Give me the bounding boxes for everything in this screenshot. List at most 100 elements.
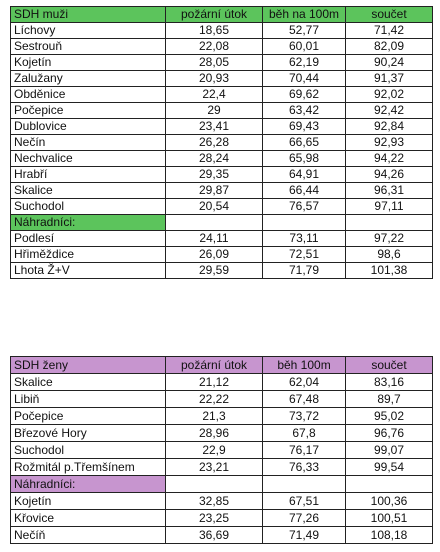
number-cell: 24,11 (165, 230, 263, 247)
substitutes-label: Náhradníci: (10, 475, 166, 493)
data-row: Březové Hory 28,96 67,8 96,76 (10, 424, 433, 442)
name-cell: Líchovy (10, 22, 166, 39)
number-cell: 76,17 (262, 441, 346, 459)
header-row: SDH ženy požární útok běh 100m součet (10, 356, 433, 374)
name-cell: Dublovice (10, 118, 166, 135)
number-cell: 71,79 (262, 262, 346, 279)
name-cell: Zalužany (10, 70, 166, 87)
number-cell: 89,7 (345, 390, 433, 408)
number-cell: 66,65 (262, 134, 346, 151)
empty-cell (262, 214, 346, 231)
number-cell: běh 100m (262, 356, 346, 374)
number-cell: 62,19 (262, 54, 346, 71)
name-cell: Suchodol (10, 441, 166, 459)
number-cell: 22,08 (165, 38, 263, 55)
number-cell: 92,02 (345, 86, 433, 103)
name-cell: Obděnice (10, 86, 166, 103)
number-cell: 94,22 (345, 150, 433, 167)
substitutes-row: Náhradníci: (10, 214, 433, 231)
number-cell: 26,09 (165, 246, 263, 263)
name-cell: Podlesí (10, 230, 166, 247)
number-cell: 23,41 (165, 118, 263, 135)
number-cell: 72,51 (262, 246, 346, 263)
number-cell: 98,6 (345, 246, 433, 263)
name-cell: Počepice (10, 102, 166, 119)
data-row: Nechvalice 28,24 65,98 94,22 (10, 150, 433, 167)
empty-cell (165, 475, 263, 493)
data-row: Zalužany 20,93 70,44 91,37 (10, 70, 433, 87)
number-cell: 63,42 (262, 102, 346, 119)
name-cell: Lhota Ž+V (10, 262, 166, 279)
data-row: Libiň 22,22 67,48 89,7 (10, 390, 433, 408)
number-cell: 67,48 (262, 390, 346, 408)
name-cell: Skalice (10, 182, 166, 199)
empty-cell (345, 214, 433, 231)
name-cell: Hrabří (10, 166, 166, 183)
number-cell: 36,69 (165, 526, 263, 544)
number-cell: 94,26 (345, 166, 433, 183)
number-cell: požární útok (165, 356, 263, 374)
substitutes-row: Náhradníci: (10, 475, 433, 493)
number-cell: 90,24 (345, 54, 433, 71)
number-cell: 97,11 (345, 198, 433, 215)
number-cell: 69,62 (262, 86, 346, 103)
number-cell: 29,35 (165, 166, 263, 183)
number-cell: 73,72 (262, 407, 346, 425)
number-cell: 52,77 (262, 22, 346, 39)
number-cell: 76,57 (262, 198, 346, 215)
name-cell: Nečín (10, 134, 166, 151)
number-cell: 29,59 (165, 262, 263, 279)
number-cell: 32,85 (165, 492, 263, 510)
data-row: Nečín 26,28 66,65 92,93 (10, 134, 433, 151)
data-row: Nečíň 36,69 71,49 108,18 (10, 526, 433, 544)
number-cell: 95,02 (345, 407, 433, 425)
number-cell: 29 (165, 102, 263, 119)
name-cell: Sestrouň (10, 38, 166, 55)
number-cell: 29,87 (165, 182, 263, 199)
name-cell: Počepice (10, 407, 166, 425)
name-cell: Kojetín (10, 54, 166, 71)
number-cell: 21,3 (165, 407, 263, 425)
number-cell: 69,43 (262, 118, 346, 135)
number-cell: 20,54 (165, 198, 263, 215)
name-cell: SDH ženy (10, 356, 166, 374)
number-cell: 108,18 (345, 526, 433, 544)
empty-cell (165, 214, 263, 231)
number-cell: 22,9 (165, 441, 263, 459)
data-row: Hrabří 29,35 64,91 94,26 (10, 166, 433, 183)
name-cell: Rožmitál p.Třemšínem (10, 458, 166, 476)
number-cell: 22,22 (165, 390, 263, 408)
number-cell: 21,12 (165, 373, 263, 391)
data-row: Podlesí 24,11 73,11 97,22 (10, 230, 433, 247)
name-cell: SDH muži (10, 6, 166, 23)
number-cell: 23,21 (165, 458, 263, 476)
data-row: Rožmitál p.Třemšínem 23,21 76,33 99,54 (10, 458, 433, 476)
name-cell: Kojetín (10, 492, 166, 510)
substitutes-label: Náhradníci: (10, 214, 166, 231)
number-cell: běh na 100m (262, 6, 346, 23)
number-cell: součet (345, 6, 433, 23)
number-cell: 71,42 (345, 22, 433, 39)
number-cell: 28,05 (165, 54, 263, 71)
data-row: Hřiměždice 26,09 72,51 98,6 (10, 246, 433, 263)
name-cell: Libiň (10, 390, 166, 408)
number-cell: 62,04 (262, 373, 346, 391)
number-cell: 96,76 (345, 424, 433, 442)
number-cell: 100,36 (345, 492, 433, 510)
number-cell: 67,8 (262, 424, 346, 442)
data-row: Lhota Ž+V 29,59 71,79 101,38 (10, 262, 433, 279)
number-cell: 60,01 (262, 38, 346, 55)
name-cell: Březové Hory (10, 424, 166, 442)
number-cell: 76,33 (262, 458, 346, 476)
number-cell: 92,42 (345, 102, 433, 119)
number-cell: 65,98 (262, 150, 346, 167)
data-row: Líchovy 18,65 52,77 71,42 (10, 22, 433, 39)
number-cell: 92,93 (345, 134, 433, 151)
data-row: Dublovice 23,41 69,43 92,84 (10, 118, 433, 135)
number-cell: 28,96 (165, 424, 263, 442)
data-row: Skalice 21,12 62,04 83,16 (10, 373, 433, 391)
number-cell: požární útok (165, 6, 263, 23)
number-cell: 96,31 (345, 182, 433, 199)
number-cell: 99,07 (345, 441, 433, 459)
